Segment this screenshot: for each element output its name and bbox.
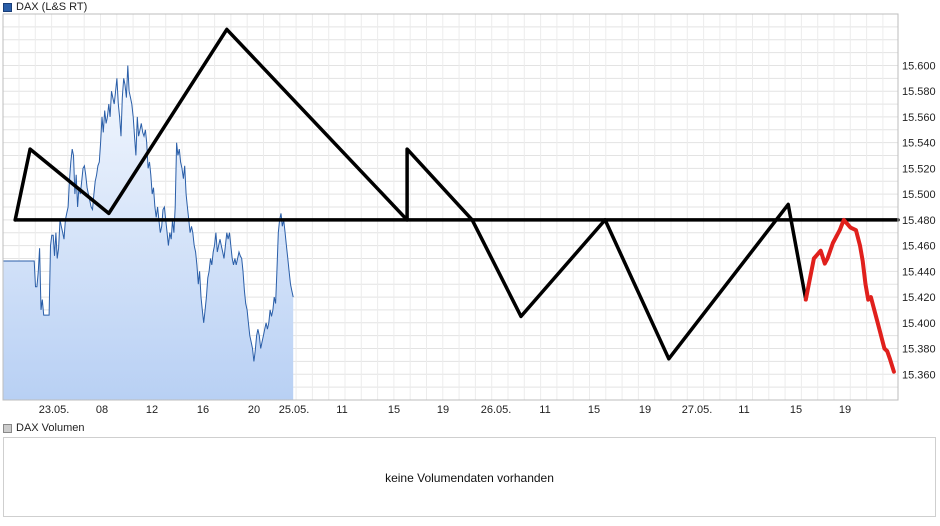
x-tick-label: 12 [146, 404, 158, 416]
x-tick-label: 15 [588, 404, 600, 416]
x-tick-label: 27.05. [682, 404, 713, 416]
y-tick-label: 15.580 [902, 86, 936, 98]
volume-panel: keine Volumendaten vorhanden [3, 437, 936, 517]
annotation-layer [13, 27, 900, 374]
price-area-fill [3, 65, 294, 400]
x-tick-label: 20 [248, 404, 260, 416]
annotation-pattern-line [13, 27, 808, 361]
price-chart: 15.360 15.380 15.400 15.420 15.440 15.460 15.4… [2, 13, 936, 416]
price-area-layer [3, 65, 294, 400]
y-tick-label: 15.520 [902, 163, 936, 175]
y-axis: 15.360 15.380 15.400 15.420 15.440 15.460 15.4… [902, 60, 936, 381]
y-tick-label: 15.460 [902, 241, 936, 253]
y-tick-label: 15.540 [902, 138, 936, 150]
x-tick-label: 19 [839, 404, 851, 416]
price-legend-swatch [3, 2, 12, 12]
x-tick-label: 11 [539, 404, 550, 416]
x-tick-label: 19 [639, 404, 651, 416]
volume-legend-swatch [3, 423, 12, 433]
y-tick-label: 15.560 [902, 112, 936, 124]
volume-empty-message: keine Volumendaten vorhanden [385, 471, 554, 485]
y-tick-label: 15.440 [902, 266, 936, 278]
x-tick-label: 15 [790, 404, 802, 416]
volume-legend: DAX Volumen [3, 422, 84, 434]
price-series-line [3, 65, 294, 362]
x-tick-label: 08 [96, 404, 108, 416]
x-tick-label: 15 [388, 404, 400, 416]
x-tick-label: 16 [197, 404, 209, 416]
x-tick-label: 11 [336, 404, 347, 416]
x-tick-label: 11 [738, 404, 749, 416]
y-tick-label: 15.600 [902, 60, 936, 72]
x-tick-label: 25.05. [279, 404, 310, 416]
price-legend-label: DAX (L&S RT) [16, 1, 88, 13]
plot-frame [2, 13, 899, 401]
x-tick-label: 23.05. [39, 404, 70, 416]
y-tick-label: 15.360 [902, 369, 936, 381]
x-axis: 23.05. 08 12 16 20 25.05. 11 15 19 26.05. 11 15 19 27… [39, 404, 851, 416]
y-tick-label: 15.400 [902, 318, 936, 330]
y-tick-label: 15.500 [902, 189, 936, 201]
y-tick-label: 15.480 [902, 215, 936, 227]
x-tick-label: 26.05. [481, 404, 512, 416]
x-tick-label: 19 [437, 404, 449, 416]
price-legend: DAX (L&S RT) [3, 1, 87, 13]
annotation-forecast-line [803, 217, 896, 374]
y-tick-label: 15.420 [902, 292, 936, 304]
volume-legend-label: DAX Volumen [16, 422, 85, 434]
y-tick-label: 15.380 [902, 344, 936, 356]
